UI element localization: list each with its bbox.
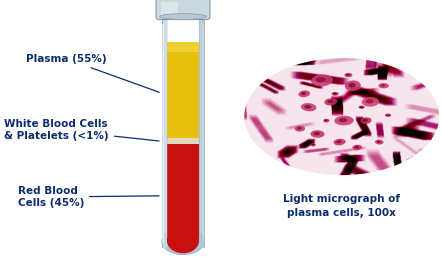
- Ellipse shape: [323, 119, 329, 122]
- Ellipse shape: [310, 130, 325, 138]
- Ellipse shape: [333, 139, 346, 145]
- Ellipse shape: [301, 103, 317, 111]
- Ellipse shape: [344, 73, 352, 77]
- Ellipse shape: [334, 116, 354, 125]
- Ellipse shape: [366, 99, 374, 103]
- Ellipse shape: [333, 93, 336, 94]
- Text: White Blood Cells
& Platelets (<1%): White Blood Cells & Platelets (<1%): [4, 119, 159, 141]
- Ellipse shape: [377, 141, 381, 143]
- Ellipse shape: [346, 74, 350, 76]
- Ellipse shape: [301, 92, 306, 95]
- Ellipse shape: [332, 92, 339, 96]
- Bar: [167, 138, 199, 144]
- Ellipse shape: [324, 98, 337, 106]
- Ellipse shape: [336, 140, 342, 143]
- Ellipse shape: [352, 145, 362, 150]
- Ellipse shape: [160, 14, 206, 20]
- Ellipse shape: [314, 132, 320, 135]
- Ellipse shape: [360, 106, 363, 108]
- Ellipse shape: [311, 75, 333, 86]
- Text: Light micrograph of
plasma cells, 100x: Light micrograph of plasma cells, 100x: [283, 194, 400, 218]
- Text: Red Blood
Cells (45%): Red Blood Cells (45%): [18, 186, 159, 208]
- Bar: [199, 19, 204, 248]
- Ellipse shape: [363, 119, 368, 122]
- Ellipse shape: [167, 229, 199, 253]
- Ellipse shape: [339, 118, 348, 122]
- Ellipse shape: [362, 97, 379, 107]
- Bar: [203, 24, 204, 243]
- Bar: [162, 19, 167, 248]
- Ellipse shape: [355, 146, 359, 148]
- Bar: [167, 42, 199, 51]
- Ellipse shape: [345, 80, 361, 91]
- Ellipse shape: [327, 100, 333, 103]
- FancyBboxPatch shape: [156, 0, 210, 20]
- Ellipse shape: [304, 105, 311, 109]
- Ellipse shape: [386, 114, 389, 116]
- Ellipse shape: [312, 144, 314, 145]
- Ellipse shape: [381, 84, 385, 87]
- Ellipse shape: [295, 126, 305, 132]
- Bar: [162, 24, 164, 243]
- Ellipse shape: [378, 83, 389, 88]
- Text: Plasma (55%): Plasma (55%): [26, 54, 159, 92]
- Ellipse shape: [385, 114, 391, 117]
- Ellipse shape: [325, 120, 327, 121]
- Ellipse shape: [310, 143, 316, 146]
- Ellipse shape: [359, 106, 365, 109]
- Bar: [167, 42, 199, 144]
- Ellipse shape: [299, 90, 310, 97]
- Bar: [167, 138, 199, 243]
- Ellipse shape: [162, 228, 204, 255]
- Ellipse shape: [360, 117, 372, 124]
- Ellipse shape: [375, 140, 384, 144]
- Ellipse shape: [348, 83, 355, 88]
- Ellipse shape: [297, 127, 302, 130]
- Bar: [161, 2, 178, 16]
- Ellipse shape: [316, 77, 326, 83]
